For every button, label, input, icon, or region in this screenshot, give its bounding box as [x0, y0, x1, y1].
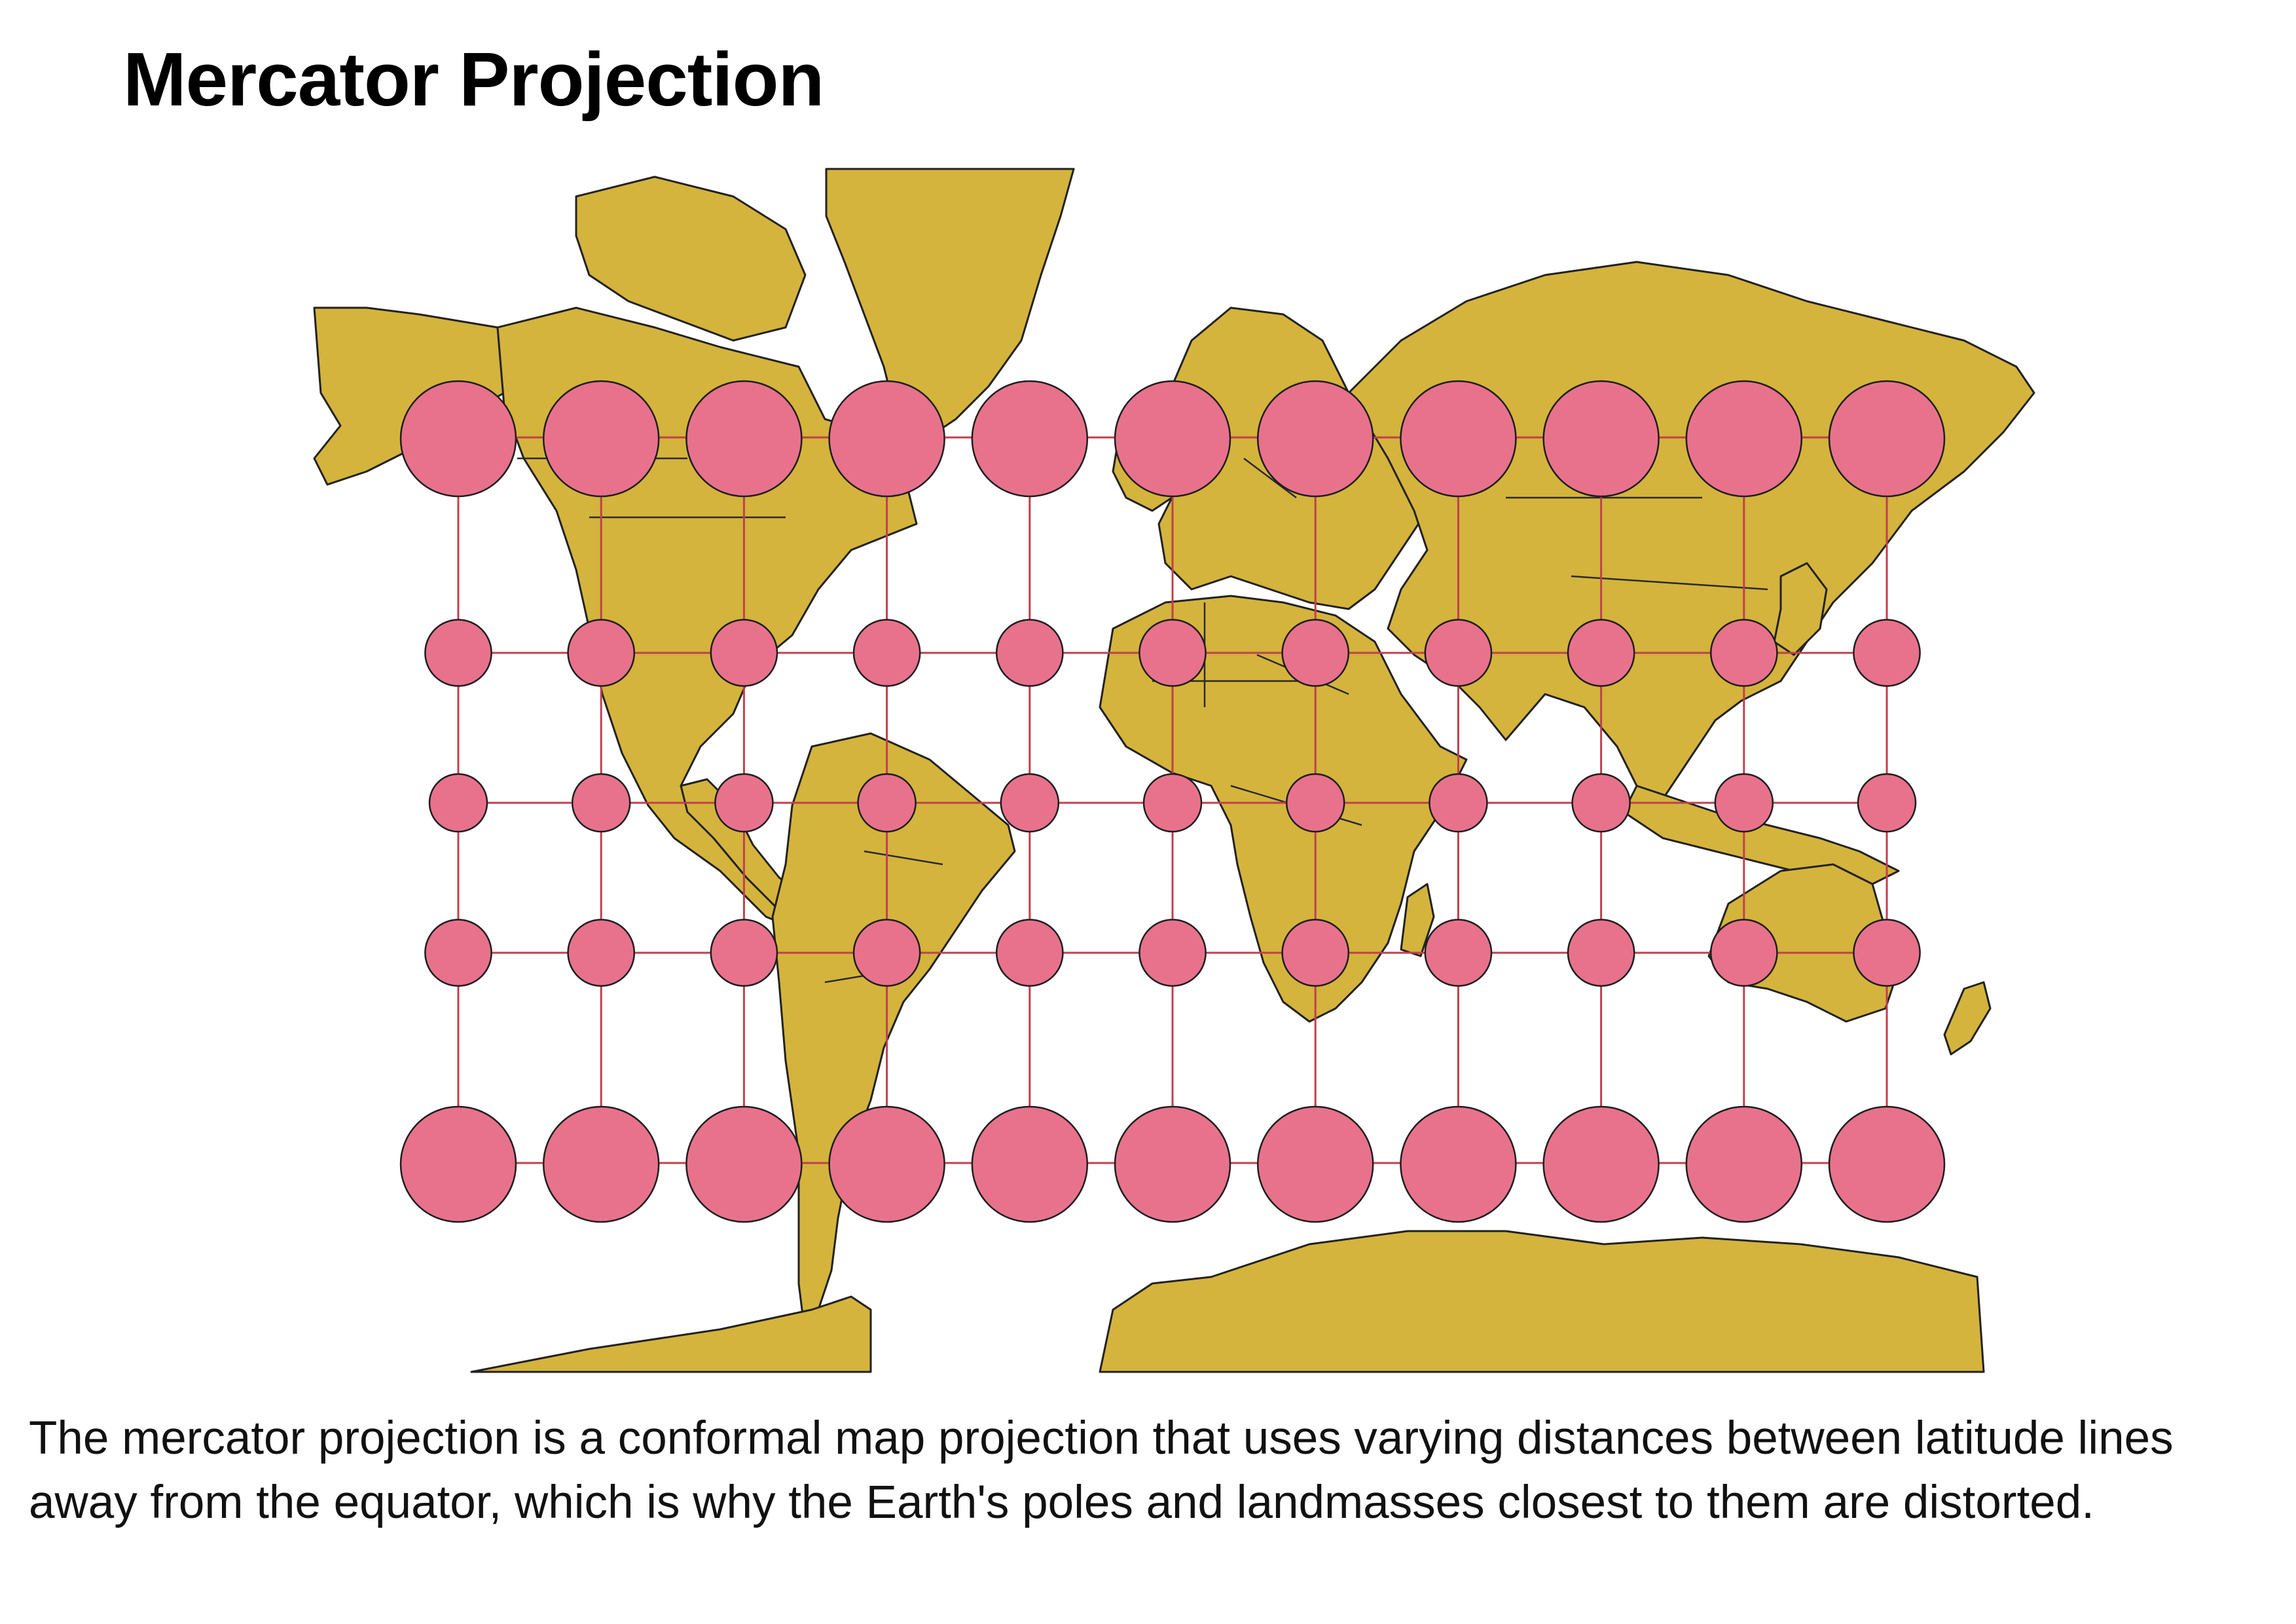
landmass-antarctic-peninsula	[470, 1295, 872, 1373]
indicatrix-circle	[710, 919, 778, 987]
landmass-asia	[1347, 261, 2035, 800]
indicatrix-circle	[1424, 919, 1493, 987]
indicatrix-circle	[1853, 919, 1921, 987]
indicatrix-circle	[1853, 619, 1921, 687]
indicatrix-circle	[542, 1105, 660, 1223]
indicatrix-circle	[685, 1105, 803, 1223]
indicatrix-circle	[571, 773, 631, 833]
indicatrix-circle	[428, 773, 488, 833]
indicatrix-circle	[971, 1105, 1089, 1223]
indicatrix-circle	[1424, 619, 1493, 687]
landmass-new-zealand	[1943, 981, 1992, 1056]
landmass-antarctica	[1099, 1230, 1985, 1373]
indicatrix-circle	[971, 380, 1089, 498]
indicatrix-circle	[995, 919, 1064, 987]
map-caption: The mercator projection is a conformal m…	[29, 1412, 2174, 1528]
indicatrix-circle	[1567, 919, 1635, 987]
indicatrix-circle	[1400, 380, 1517, 498]
landmass-madagascar	[1400, 883, 1435, 957]
indicatrix-circle	[1714, 773, 1774, 833]
indicatrix-circle	[1256, 380, 1374, 498]
indicatrix-circle	[995, 619, 1064, 687]
indicatrix-circle	[852, 919, 921, 987]
indicatrix-circle	[828, 1105, 945, 1223]
indicatrix-circle	[1685, 1105, 1803, 1223]
indicatrix-circle	[1828, 1105, 1946, 1223]
indicatrix-circle	[1685, 380, 1803, 498]
indicatrix-circle	[1429, 773, 1488, 833]
indicatrix-circle	[1571, 773, 1631, 833]
indicatrix-circle	[1139, 619, 1207, 687]
indicatrix-circle	[1281, 619, 1350, 687]
indicatrix-circle	[1000, 773, 1060, 833]
indicatrix-circle	[1114, 1105, 1231, 1223]
indicatrix-circle	[424, 919, 492, 987]
tissot-indicatrix	[399, 380, 1946, 1223]
indicatrix-circle	[542, 380, 660, 498]
indicatrix-circle	[1142, 773, 1203, 833]
indicatrix-circle	[567, 619, 636, 687]
indicatrix-circle	[1567, 619, 1635, 687]
landmass-arctic-islands	[575, 175, 807, 342]
indicatrix-circle	[1281, 919, 1350, 987]
indicatrix-circle	[857, 773, 917, 833]
indicatrix-circle	[1285, 773, 1345, 833]
indicatrix-circle	[1542, 1105, 1660, 1223]
landmass-africa	[1099, 595, 1468, 1023]
indicatrix-circle	[399, 1105, 517, 1223]
indicatrix-circle	[1828, 380, 1946, 498]
indicatrix-circle	[399, 380, 517, 498]
indicatrix-circle	[852, 619, 921, 687]
indicatrix-circle	[1400, 1105, 1517, 1223]
indicatrix-circle	[1542, 380, 1660, 498]
indicatrix-circle	[424, 619, 492, 687]
indicatrix-circle	[1139, 919, 1207, 987]
indicatrix-circle	[567, 919, 636, 987]
indicatrix-circle	[710, 619, 778, 687]
landmass-japan	[1773, 562, 1828, 656]
indicatrix-circle	[1709, 919, 1778, 987]
indicatrix-circle	[828, 380, 945, 498]
indicatrix-circle	[1256, 1105, 1374, 1223]
page-title: Mercator Projection	[123, 37, 824, 122]
indicatrix-circle	[1114, 380, 1231, 498]
indicatrix-circle	[1709, 619, 1778, 687]
indicatrix-circle	[1857, 773, 1917, 833]
indicatrix-circle	[714, 773, 774, 833]
indicatrix-circle	[685, 380, 803, 498]
